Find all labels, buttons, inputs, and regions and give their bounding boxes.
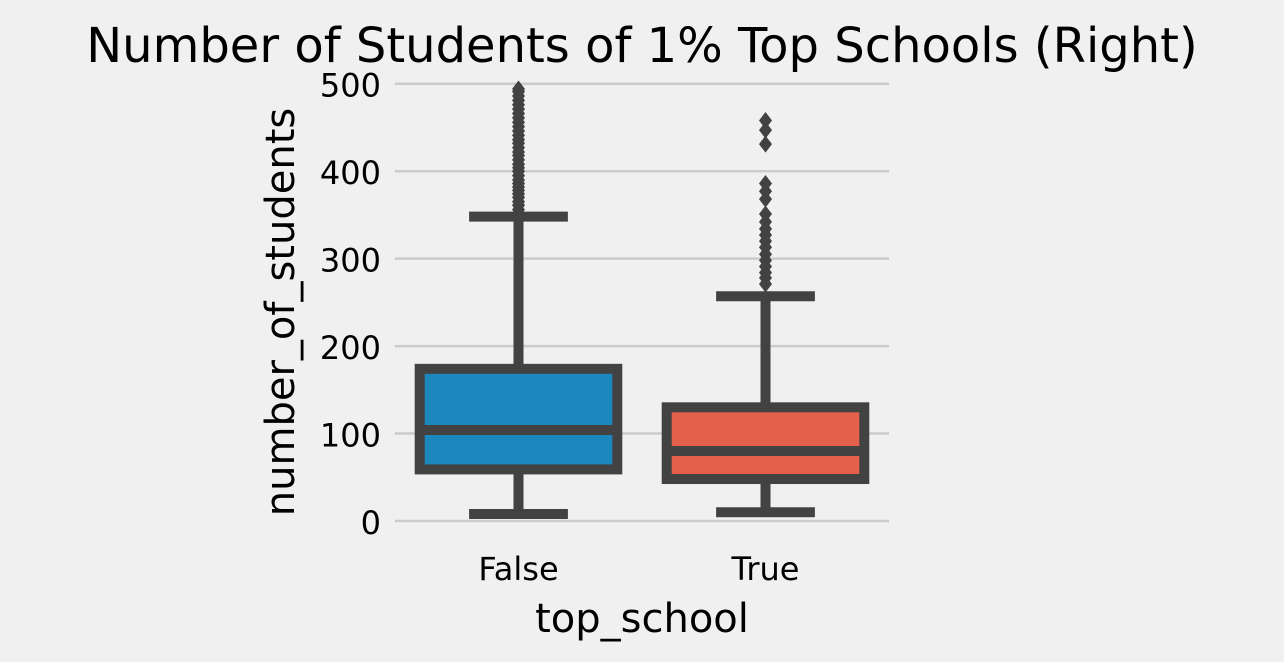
y-tick-label: 0 xyxy=(361,504,381,542)
box-iqr xyxy=(414,363,623,475)
box-group-false xyxy=(414,80,623,520)
x-axis-label: top_school xyxy=(535,596,749,642)
x-axis-ticks: False True xyxy=(478,550,799,588)
outlier-point xyxy=(512,80,525,98)
x-tick-label: False xyxy=(478,550,558,588)
outlier-point xyxy=(759,135,772,153)
y-tick-label: 200 xyxy=(320,329,381,367)
boxes xyxy=(414,80,870,520)
box-group-true xyxy=(661,111,870,518)
outlier-point xyxy=(759,121,772,139)
outlier-point xyxy=(759,205,772,223)
x-tick-label: True xyxy=(731,550,800,588)
y-tick-label: 500 xyxy=(320,67,381,105)
y-tick-label: 100 xyxy=(320,417,381,455)
box-iqr xyxy=(661,402,870,485)
outlier-point xyxy=(759,174,772,192)
chart-title: Number of Students of 1% Top Schools (Ri… xyxy=(86,18,1197,74)
y-axis-label: number_of_students xyxy=(258,108,304,516)
outlier-point xyxy=(759,111,772,129)
y-axis-ticks: 0 100 200 300 400 500 xyxy=(320,67,381,542)
y-tick-label: 400 xyxy=(320,154,381,192)
y-tick-label: 300 xyxy=(320,242,381,280)
